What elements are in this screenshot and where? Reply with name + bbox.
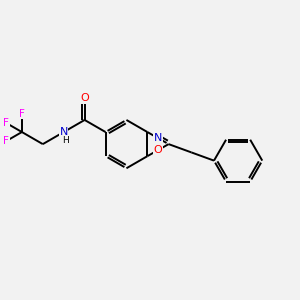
Text: F: F <box>3 136 9 146</box>
Text: F: F <box>19 109 25 119</box>
Text: F: F <box>3 118 9 128</box>
Text: O: O <box>80 93 89 103</box>
Text: N: N <box>59 127 68 137</box>
Text: N: N <box>154 133 162 143</box>
Text: O: O <box>154 145 162 155</box>
Text: H: H <box>62 136 69 145</box>
